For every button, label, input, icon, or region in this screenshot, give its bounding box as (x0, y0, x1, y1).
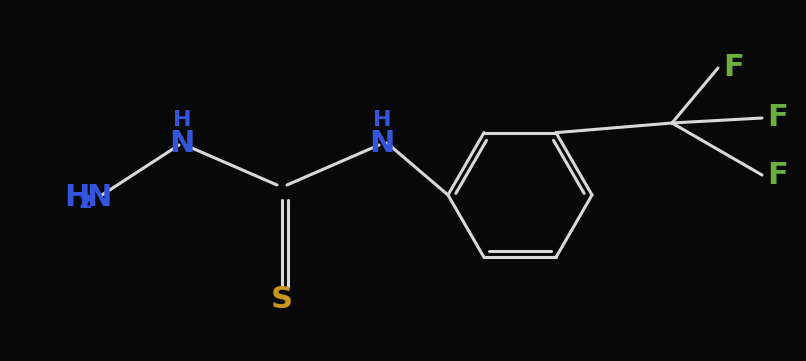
Text: N: N (86, 183, 111, 212)
Text: F: F (767, 104, 787, 132)
Text: N: N (169, 130, 195, 158)
Text: F: F (723, 53, 744, 83)
Text: N: N (369, 130, 395, 158)
Text: F: F (767, 161, 787, 190)
Text: H: H (372, 110, 391, 130)
Text: 2: 2 (78, 192, 92, 212)
Text: H: H (172, 110, 191, 130)
Text: S: S (271, 284, 293, 313)
Text: H: H (64, 183, 89, 212)
